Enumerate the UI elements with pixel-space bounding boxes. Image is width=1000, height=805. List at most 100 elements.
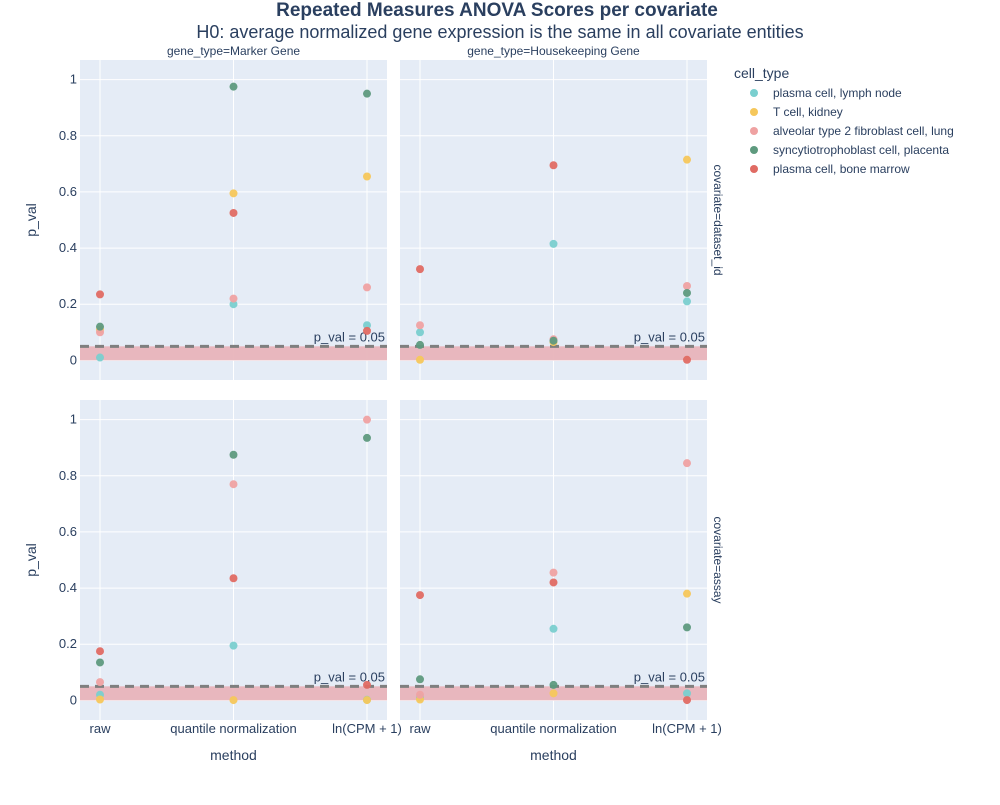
panel-r0-c1: p_val = 0.05	[400, 60, 707, 380]
data-point[interactable]	[363, 680, 371, 689]
threshold-label: p_val = 0.05	[314, 329, 385, 344]
data-point[interactable]	[549, 624, 558, 633]
data-point[interactable]	[416, 340, 424, 349]
data-point[interactable]	[683, 297, 691, 306]
legend-marker	[750, 89, 758, 97]
points-r1-c1	[416, 459, 691, 705]
y-tick-label: 0.4	[59, 580, 77, 595]
data-point[interactable]	[229, 82, 238, 91]
data-point[interactable]	[229, 300, 238, 309]
y-tick-label: 1	[70, 72, 77, 87]
data-point[interactable]	[229, 696, 238, 705]
data-point[interactable]	[96, 678, 104, 687]
legend-item[interactable]: plasma cell, lymph node	[750, 86, 902, 100]
threshold-label: p_val = 0.05	[634, 329, 705, 344]
chart-title: Repeated Measures ANOVA Scores per covar…	[276, 0, 718, 21]
legend-marker	[750, 108, 758, 116]
y-axis-label: p_val	[23, 543, 39, 576]
data-point[interactable]	[363, 696, 371, 705]
data-point[interactable]	[363, 326, 371, 335]
data-point[interactable]	[96, 322, 104, 331]
data-point[interactable]	[683, 689, 691, 698]
data-point[interactable]	[96, 647, 104, 656]
facet-row-title: covariate=dataset_id	[711, 164, 725, 275]
panel-r1-c0: p_val = 0.05	[80, 400, 387, 720]
data-point[interactable]	[683, 355, 691, 364]
chart-subtitle: H0: average normalized gene expression i…	[196, 22, 803, 42]
data-point[interactable]	[96, 695, 104, 704]
data-point[interactable]	[416, 591, 424, 600]
data-point[interactable]	[683, 696, 691, 705]
data-point[interactable]	[96, 290, 104, 299]
data-point[interactable]	[549, 568, 558, 577]
points-r0-c1	[416, 155, 691, 364]
y-tick-label: 0.6	[59, 524, 77, 539]
data-point[interactable]	[363, 415, 371, 424]
data-point[interactable]	[683, 623, 691, 632]
y-tick-label: 0.2	[59, 296, 77, 311]
y-tick-label: 0.8	[59, 128, 77, 143]
data-point[interactable]	[363, 321, 371, 330]
data-point[interactable]	[683, 459, 691, 468]
data-point[interactable]	[683, 288, 691, 297]
x-axis-label: method	[210, 747, 257, 763]
legend-title: cell_type	[734, 65, 789, 81]
y-tick-label: 0.2	[59, 636, 77, 651]
legend-marker	[750, 127, 758, 135]
legend-item[interactable]: syncytiotrophoblast cell, placenta	[750, 143, 949, 157]
legend-item[interactable]: alveolar type 2 fibroblast cell, lung	[750, 124, 954, 138]
x-tick-label: raw	[410, 721, 432, 736]
data-point[interactable]	[416, 265, 424, 274]
y-tick-label: 0	[70, 692, 77, 707]
significance-band	[80, 346, 387, 361]
legend-item[interactable]: plasma cell, bone marrow	[750, 162, 910, 176]
points-r0-c0	[96, 82, 371, 362]
data-point[interactable]	[229, 450, 238, 459]
panels-layer: p_val = 0.05 p_val = 0.05 p_val = 0.05 p_va…	[23, 44, 725, 763]
data-point[interactable]	[683, 155, 691, 164]
data-point[interactable]	[416, 321, 424, 330]
data-point[interactable]	[549, 689, 558, 698]
facet-row-title: covariate=assay	[711, 516, 725, 603]
data-point[interactable]	[549, 680, 558, 689]
data-point[interactable]	[416, 675, 424, 684]
data-point[interactable]	[229, 574, 238, 583]
data-point[interactable]	[229, 641, 238, 650]
legend-label: plasma cell, bone marrow	[773, 162, 910, 176]
data-point[interactable]	[549, 578, 558, 587]
data-point[interactable]	[363, 283, 371, 292]
facet-column-title: gene_type=Marker Gene	[167, 44, 300, 58]
x-tick-label: quantile normalization	[170, 721, 296, 736]
data-point[interactable]	[363, 172, 371, 181]
y-tick-label: 0.4	[59, 240, 77, 255]
data-point[interactable]	[549, 239, 558, 248]
facet-column-title: gene_type=Housekeeping Gene	[467, 44, 640, 58]
legend-item[interactable]: T cell, kidney	[750, 105, 843, 119]
data-point[interactable]	[229, 480, 238, 489]
data-point[interactable]	[96, 328, 104, 337]
data-point[interactable]	[229, 294, 238, 303]
data-point[interactable]	[363, 89, 371, 98]
data-point[interactable]	[416, 690, 424, 699]
data-point[interactable]	[549, 336, 558, 345]
significance-band	[400, 346, 707, 361]
data-point[interactable]	[229, 208, 238, 217]
data-point[interactable]	[96, 353, 104, 362]
data-point[interactable]	[229, 189, 238, 198]
panel-r1-c1: p_val = 0.05	[400, 400, 707, 720]
significance-band	[80, 686, 387, 701]
data-point[interactable]	[416, 355, 424, 364]
x-tick-label: raw	[90, 721, 112, 736]
data-point[interactable]	[683, 281, 691, 290]
data-point[interactable]	[363, 433, 371, 442]
threshold-label: p_val = 0.05	[314, 669, 385, 684]
data-point[interactable]	[683, 589, 691, 598]
data-point[interactable]	[96, 658, 104, 667]
legend-marker	[750, 165, 758, 173]
y-tick-label: 0.6	[59, 184, 77, 199]
points-r1-c0	[96, 415, 371, 705]
data-point[interactable]	[416, 328, 424, 337]
data-point[interactable]	[549, 161, 558, 170]
